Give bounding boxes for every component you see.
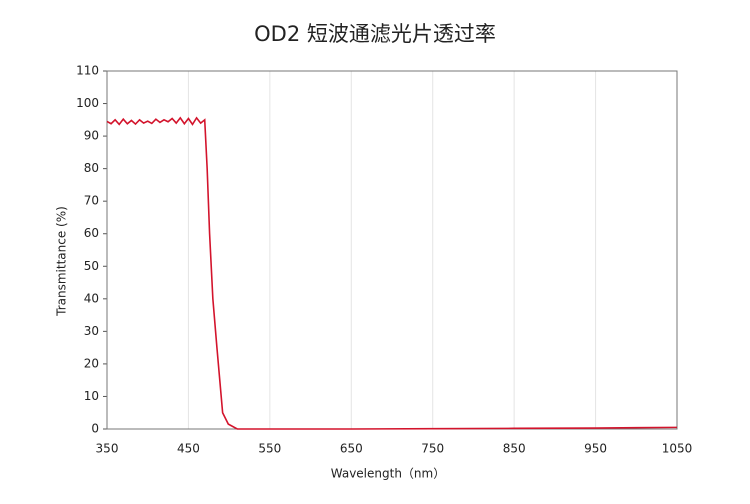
x-tick-label: 850 bbox=[503, 442, 526, 456]
chart-title: OD2 短波通滤光片透过率 bbox=[254, 22, 496, 46]
y-tick-label: 100 bbox=[76, 96, 99, 110]
y-tick-label: 70 bbox=[84, 194, 99, 208]
x-axis-label: Wavelength（nm） bbox=[331, 467, 445, 481]
x-tick-label: 750 bbox=[421, 442, 444, 456]
y-tick-label: 20 bbox=[84, 356, 99, 370]
y-tick-label: 90 bbox=[84, 129, 99, 143]
y-tick-label: 50 bbox=[84, 259, 99, 273]
data-line bbox=[106, 116, 678, 430]
y-tick-label: 60 bbox=[84, 226, 99, 240]
x-tick-label: 450 bbox=[177, 442, 200, 456]
y-tick-label: 0 bbox=[91, 422, 99, 436]
y-tick-label: 40 bbox=[84, 291, 99, 305]
x-tick-label: 950 bbox=[584, 442, 607, 456]
x-tick-label: 550 bbox=[258, 442, 281, 456]
x-tick-label: 650 bbox=[340, 442, 363, 456]
y-axis-label: Transmittance (%) bbox=[55, 206, 69, 317]
x-tick-label: 350 bbox=[96, 442, 119, 456]
x-tick-label: 1050 bbox=[662, 442, 693, 456]
y-tick-label: 80 bbox=[84, 161, 99, 175]
y-tick-label: 110 bbox=[76, 64, 99, 78]
y-tick-label: 30 bbox=[84, 324, 99, 338]
y-tick-label: 10 bbox=[84, 389, 99, 403]
